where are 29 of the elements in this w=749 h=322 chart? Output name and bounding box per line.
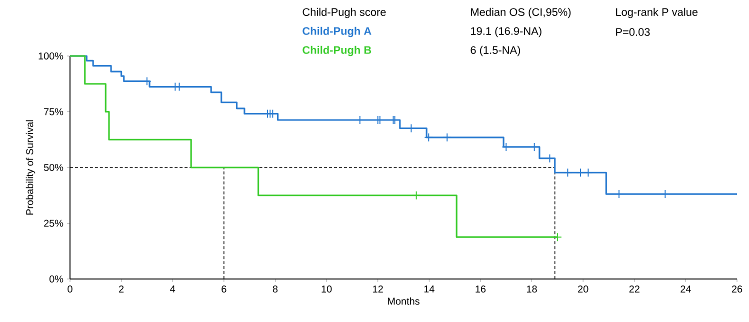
y-tick-label: 75% — [44, 108, 64, 116]
y-tick-label: 25% — [44, 220, 64, 227]
text: 19.1 (16.9-NA) — [471, 26, 542, 38]
y-tick-label: 0% — [49, 275, 64, 283]
x-tick-label: 4 — [170, 286, 176, 292]
x-tick-label: 14 — [424, 286, 434, 292]
x-tick-label: 0 — [68, 286, 72, 293]
text: Median OS (CI,95%) — [471, 8, 571, 18]
text: P=0.03 — [616, 28, 650, 36]
y-tick-label: 100% — [38, 52, 64, 60]
x-tick-label: 26 — [732, 286, 742, 293]
y-axis-title: Probability of Survival — [26, 120, 36, 215]
y-tick-label: 50% — [44, 164, 64, 172]
annotation: 6 (1.5-NA) — [470, 46, 520, 56]
x-tick-label: 20 — [578, 286, 588, 293]
x-axis-title: Months — [388, 297, 420, 305]
x-tick-label: 12 — [373, 286, 383, 292]
x-tick-label: 6 — [222, 286, 226, 293]
x-tick-label: 18 — [527, 286, 537, 293]
text: Child-Pugh score — [302, 8, 386, 18]
x-tick-label: 10 — [322, 286, 332, 293]
x-tick-label: 22 — [629, 286, 640, 292]
x-tick-label: 24 — [680, 286, 691, 292]
text: Log-rank P value — [616, 8, 698, 18]
text: Child-Pugh B — [302, 46, 372, 56]
text: Child-Pugh A — [302, 26, 372, 38]
x-tick-label: 16 — [476, 286, 486, 293]
x-tick-label: 8 — [272, 286, 278, 293]
x-tick-label: 2 — [119, 286, 124, 292]
